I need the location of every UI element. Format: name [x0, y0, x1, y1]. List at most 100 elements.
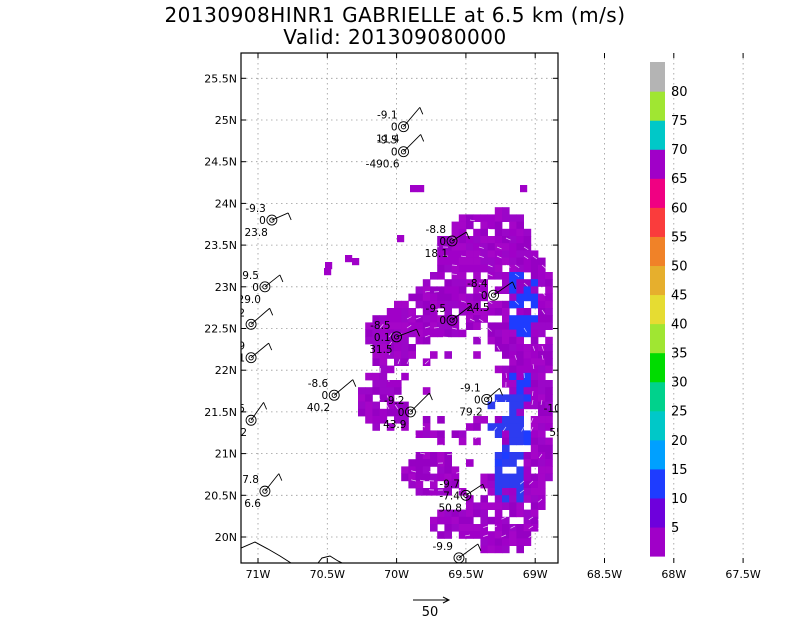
radar-cell: [358, 408, 366, 417]
radar-cell: [494, 286, 503, 294]
radar-cell: [451, 466, 460, 474]
radar-cell: [538, 358, 546, 366]
wind-barb-flag: [680, 132, 683, 139]
radar-cell: [422, 308, 431, 316]
radar-cell: [372, 372, 380, 381]
station-dot: [393, 334, 400, 340]
station-value: -9.1: [460, 382, 481, 394]
radar-cell: [509, 437, 517, 446]
radar-cell: [444, 466, 452, 474]
radar-cell: [466, 264, 474, 273]
radar-cell: [538, 308, 546, 316]
colorbar-label: 75: [671, 114, 688, 129]
colorbar-segment: [650, 497, 665, 528]
radar-cell: [516, 308, 524, 316]
station-ring: [488, 289, 500, 301]
wind-arrow: [451, 327, 457, 330]
wind-arrow: [384, 450, 390, 455]
radar-cell: [372, 329, 380, 338]
radar-cell: [451, 279, 460, 287]
radar-cell: [509, 488, 517, 496]
station-value: 53.9: [757, 519, 780, 531]
wind-arrow: [388, 227, 394, 230]
radar-cell: [437, 509, 445, 518]
radar-cell: [437, 293, 445, 302]
radar-cell: [473, 286, 481, 294]
wind-arrow: [478, 246, 484, 249]
radar-cell: [523, 380, 532, 388]
radar-cell: [523, 401, 532, 410]
colorbar-label: 5: [671, 521, 679, 536]
radar-cell: [487, 401, 496, 410]
radar-cell: [494, 236, 503, 244]
radar-cell: [372, 322, 380, 330]
radar-cell: [451, 286, 460, 294]
station-value: -8.9: [719, 231, 740, 243]
radar-cell: [437, 488, 445, 496]
radar-cell: [494, 524, 503, 532]
colorbar-label: 10: [671, 492, 688, 507]
radar-cell: [516, 250, 524, 258]
radar-cell: [422, 466, 431, 474]
y-tick-label: 23N: [215, 281, 237, 294]
wind-barb: [743, 213, 755, 225]
radar-cell: [502, 344, 510, 352]
wind-barb: [410, 392, 430, 413]
radar-cell: [473, 524, 481, 532]
colorbar-segment: [650, 149, 665, 179]
colorbar-segment: [650, 91, 665, 121]
wind-arrow: [375, 487, 381, 491]
radar-cell: [530, 257, 539, 266]
wind-barb-flag: [482, 484, 487, 492]
radar-cell: [473, 416, 481, 424]
radar-cell: [437, 272, 445, 280]
colorbar-segment: [650, 294, 665, 325]
radar-cell: [516, 315, 524, 323]
radar-cell: [487, 214, 496, 222]
radar-cell: [538, 387, 546, 395]
wind-arrow: [519, 480, 525, 485]
radar-cell: [372, 408, 380, 417]
radar-cell: [451, 293, 460, 302]
radar-cell: [502, 444, 510, 453]
radar-cell: [516, 387, 524, 395]
wind-arrow: [532, 345, 536, 351]
radar-cell: [451, 315, 460, 323]
wind-barb-flag: [609, 494, 612, 501]
wind-arrow: [379, 217, 385, 221]
station-ring: [446, 314, 458, 326]
radar-cell: [444, 459, 452, 467]
colorbar-segment: [650, 265, 665, 296]
radar-cell: [401, 372, 409, 381]
radar-cell: [516, 221, 524, 230]
radar-cell: [523, 250, 532, 258]
wind-arrow: [388, 341, 393, 347]
radar-cell: [545, 272, 553, 280]
radar-cell: [437, 329, 445, 338]
colorbar-label: 15: [671, 463, 688, 478]
colorbar-segment: [650, 120, 665, 150]
radar-cell: [530, 272, 539, 280]
y-tick-label: 21.5N: [204, 406, 237, 419]
station-value: -9.1: [377, 110, 398, 122]
radar-cell: [451, 264, 460, 273]
radar-cell: [538, 257, 546, 266]
radar-cell: [473, 336, 481, 345]
radar-cell: [509, 495, 517, 503]
wind-barb: [451, 231, 467, 242]
wind-arrow: [487, 264, 493, 268]
radar-cell: [473, 423, 481, 431]
radar-cell: [466, 236, 474, 244]
wind-arrow: [496, 345, 500, 351]
radar-cell: [430, 480, 438, 489]
wind-arrow: [460, 318, 466, 321]
colorbar-segment: [650, 381, 665, 412]
radar-cell: [473, 264, 481, 273]
radar-cell: [516, 300, 524, 309]
radar-cell: [502, 207, 510, 215]
radar-cell: [466, 293, 474, 302]
radar-cell: [444, 531, 452, 539]
radar-cell: [430, 308, 438, 316]
radar-cell: [523, 509, 532, 518]
radar-cell: [545, 344, 553, 352]
